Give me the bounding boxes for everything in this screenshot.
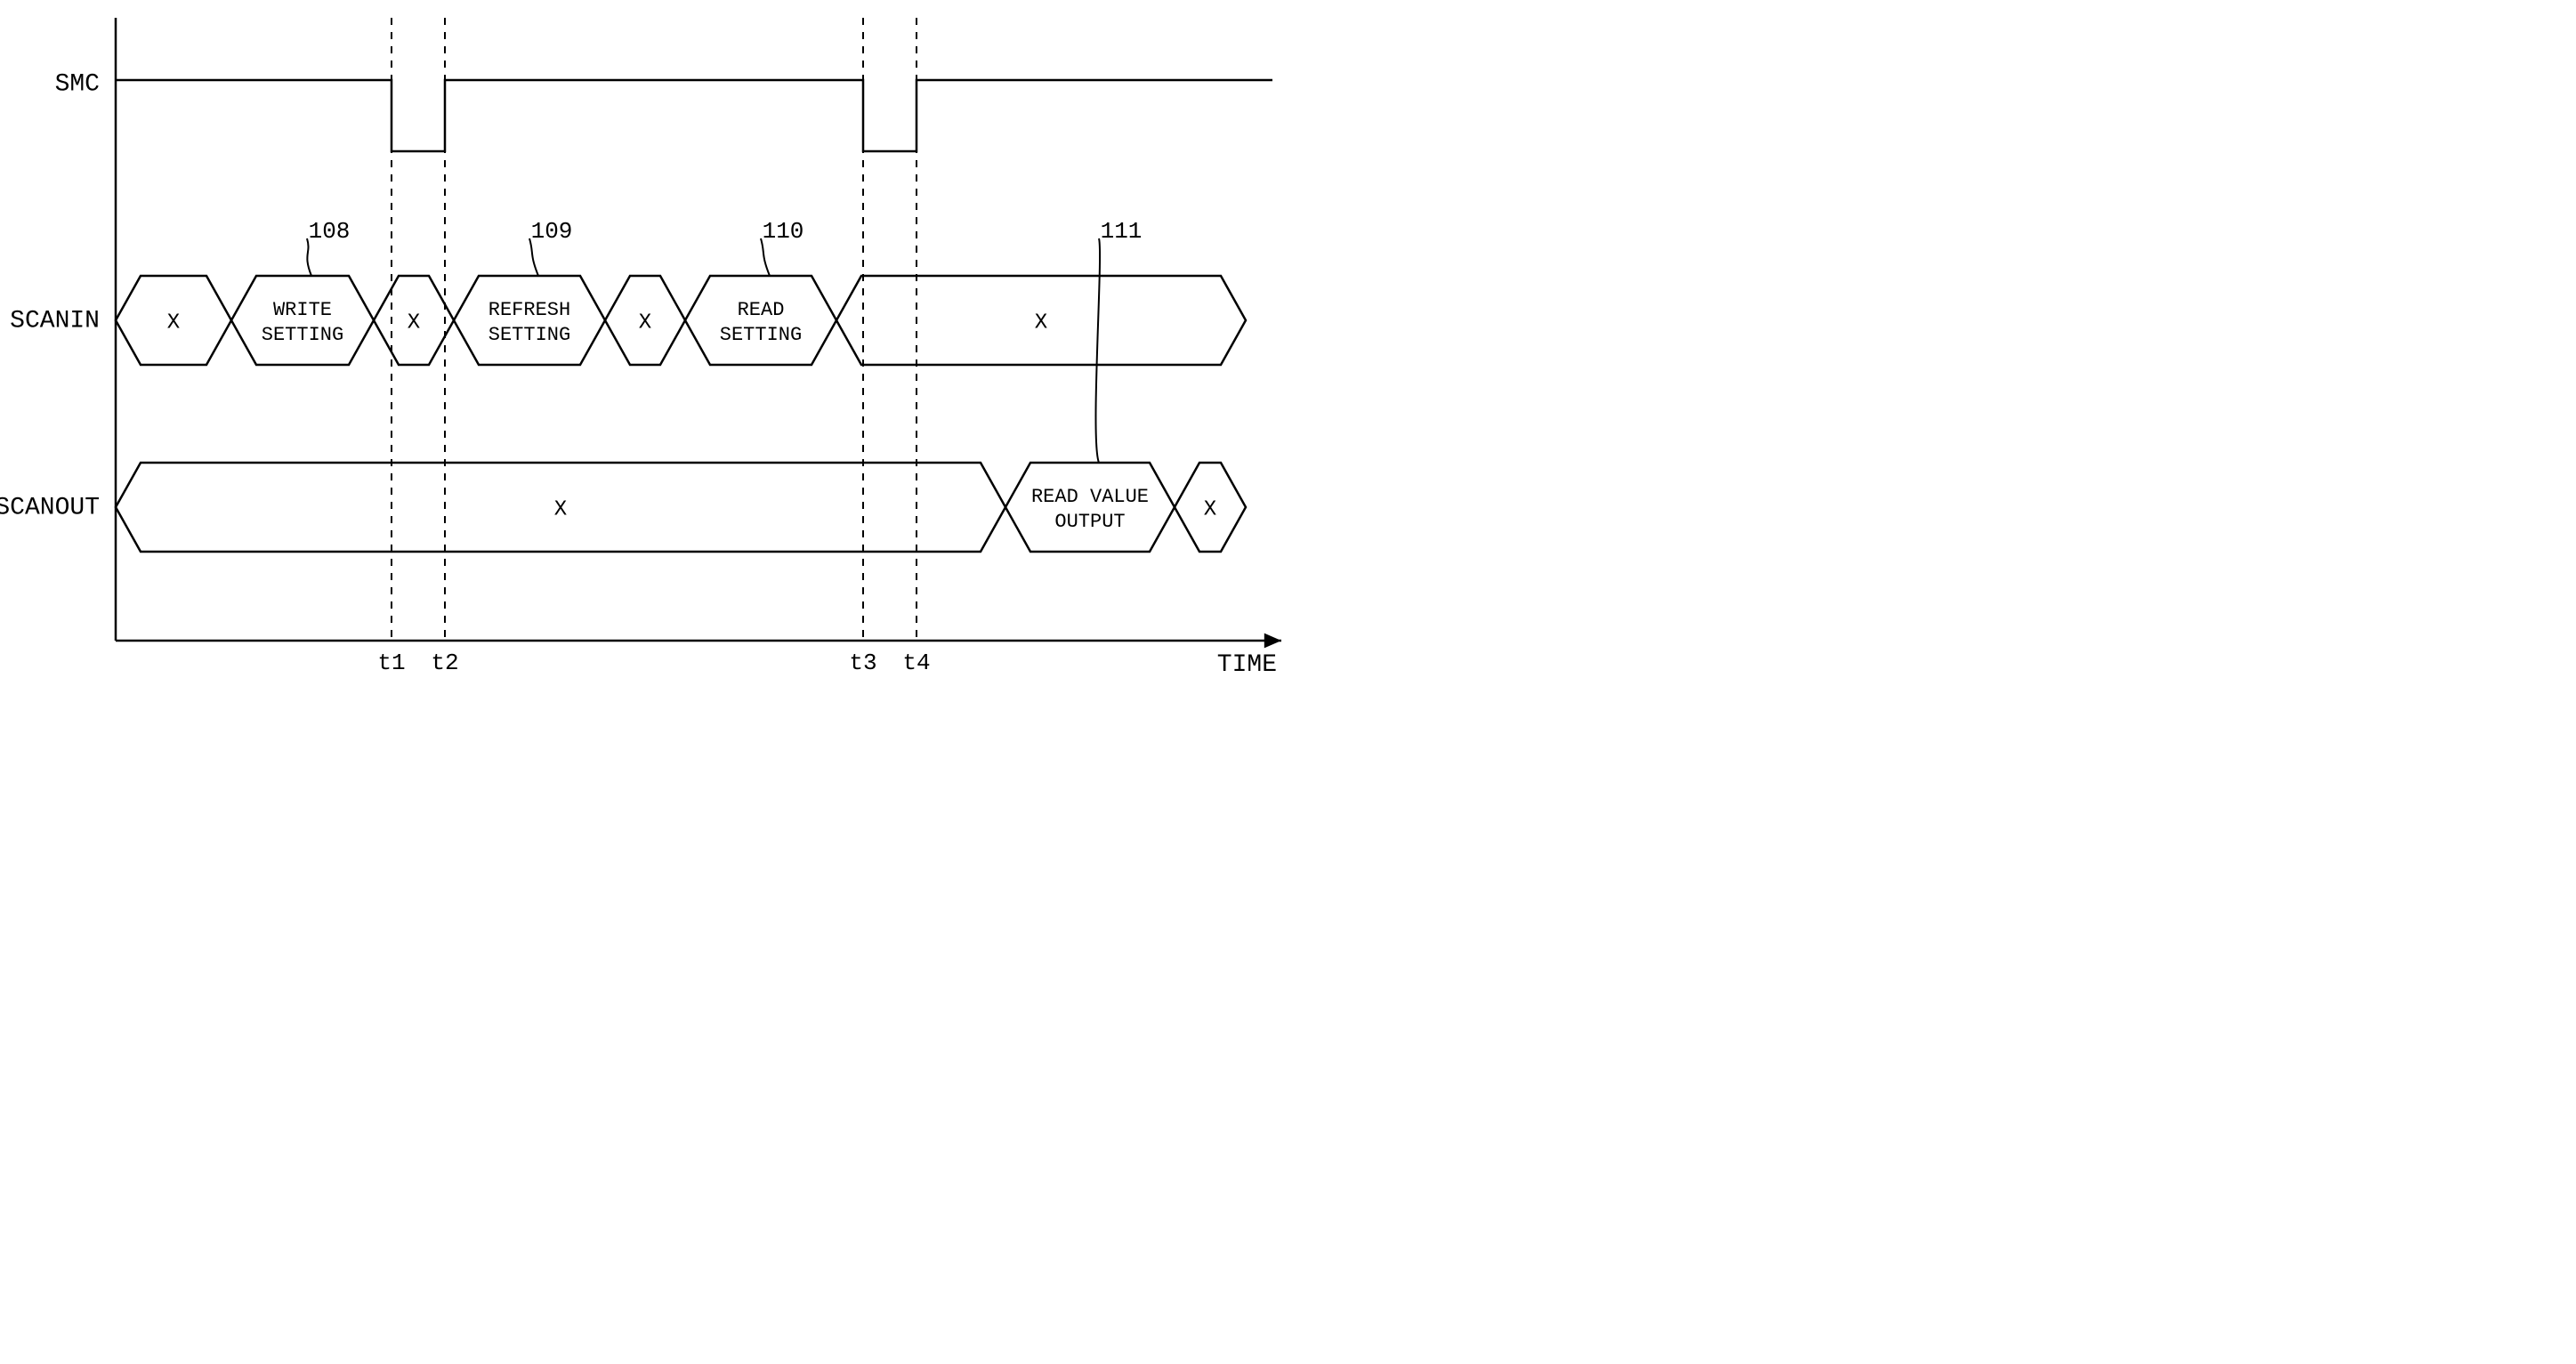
svg-text:X: X (554, 497, 567, 521)
svg-text:X: X (639, 311, 651, 335)
svg-text:SCANIN: SCANIN (10, 307, 100, 335)
svg-text:WRITE: WRITE (273, 299, 332, 321)
svg-text:READ: READ (738, 299, 785, 321)
svg-text:SETTING: SETTING (720, 324, 802, 346)
svg-text:110: 110 (763, 218, 804, 245)
svg-text:t3: t3 (849, 650, 876, 676)
svg-text:X: X (408, 311, 420, 335)
svg-text:X: X (1035, 311, 1047, 335)
svg-text:SETTING: SETTING (489, 324, 570, 346)
svg-text:t1: t1 (377, 650, 405, 676)
svg-text:READ VALUE: READ VALUE (1031, 486, 1149, 508)
svg-text:111: 111 (1101, 218, 1143, 245)
svg-text:t2: t2 (431, 650, 458, 676)
svg-text:X: X (167, 311, 180, 335)
svg-text:X: X (1204, 497, 1216, 521)
svg-text:TIME: TIME (1217, 651, 1277, 679)
svg-text:t4: t4 (902, 650, 930, 676)
svg-text:108: 108 (309, 218, 351, 245)
svg-text:SCANOUT: SCANOUT (0, 494, 100, 521)
svg-text:109: 109 (531, 218, 573, 245)
svg-text:REFRESH: REFRESH (489, 299, 570, 321)
svg-text:SMC: SMC (55, 70, 100, 98)
svg-text:SETTING: SETTING (262, 324, 343, 346)
svg-text:OUTPUT: OUTPUT (1054, 511, 1125, 533)
